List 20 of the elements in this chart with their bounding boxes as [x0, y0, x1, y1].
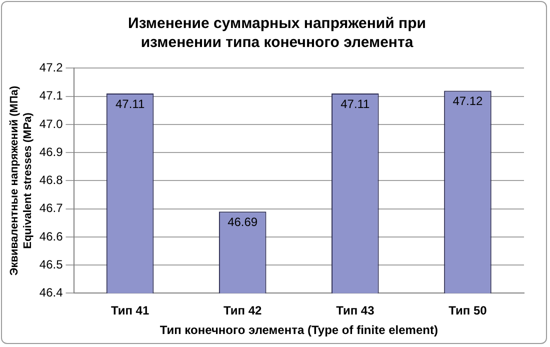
x-tick-label: Тип 41 [110, 304, 150, 318]
y-axis-title: Эквивалентные напряжений (МПа) Equivalent stresses (MPa) [8, 86, 34, 276]
y-tick-label: 46.9 [39, 144, 64, 159]
chart-title: Изменение суммарных напряжений при изменении типа конечного элемента [127, 14, 427, 52]
y-tick-label: 46.8 [39, 173, 64, 188]
data-label: 47.12 [452, 94, 484, 108]
y-tick-label: 46.6 [39, 229, 64, 244]
x-tick-label: Тип 50 [448, 304, 488, 318]
y-tick-label: 46.4 [39, 286, 64, 300]
y-tick-label: 47.0 [39, 116, 64, 131]
data-label: 47.11 [115, 96, 145, 111]
y-tick-label: 47.1 [39, 88, 64, 103]
y-tick-label: 46.7 [39, 201, 64, 216]
x-axis-title: Тип конечного элемента (Type of finite element) [160, 323, 438, 338]
y-tick-label: 47.2 [39, 60, 64, 75]
x-tick-label: Тип 43 [336, 304, 375, 318]
data-label: 47.11 [340, 96, 370, 111]
y-tick-label: 46.5 [39, 257, 64, 272]
x-tick-label: Тип 42 [224, 304, 262, 318]
data-label: 46.69 [228, 214, 258, 229]
